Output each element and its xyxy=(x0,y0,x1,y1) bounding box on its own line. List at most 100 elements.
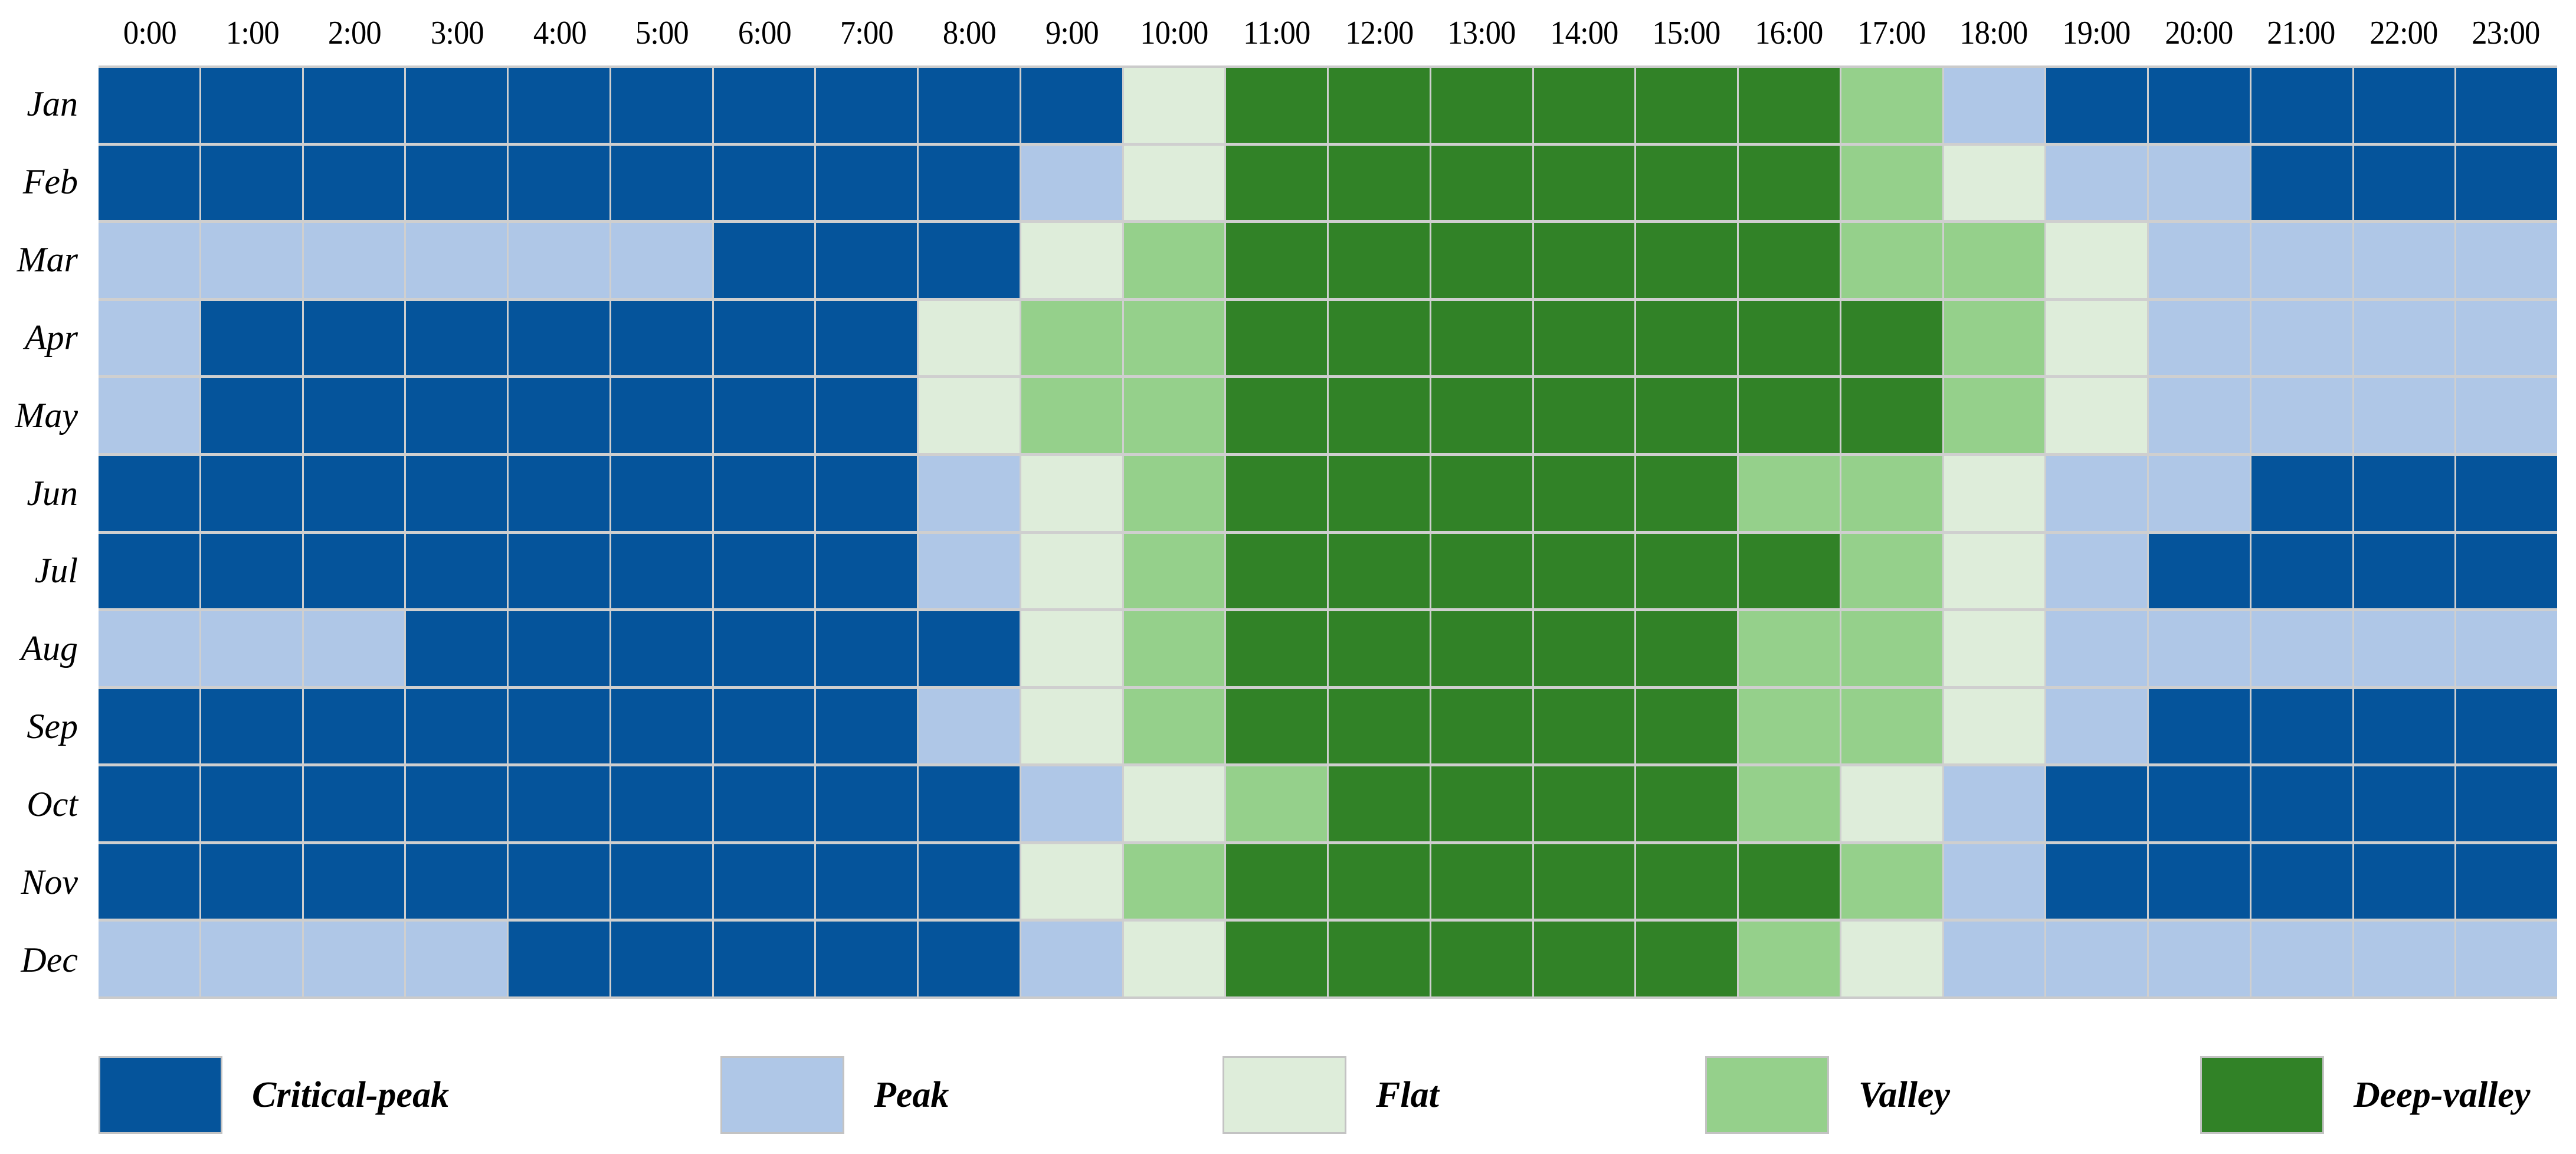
heatmap-cell xyxy=(1021,68,1122,143)
heatmap-cell xyxy=(303,145,405,221)
hour-tick-label: 10:00 xyxy=(1140,15,1208,51)
heatmap-cell xyxy=(1226,844,1327,919)
heatmap-cell xyxy=(2456,611,2557,686)
heatmap-cell xyxy=(713,766,815,841)
heatmap-cell xyxy=(713,223,815,298)
heatmap-cell xyxy=(2456,844,2557,919)
heatmap-cell xyxy=(2251,223,2352,298)
heatmap-cell xyxy=(1636,68,1737,143)
heatmap-cell xyxy=(2354,611,2455,686)
heatmap-cell xyxy=(2149,922,2250,996)
heatmap-cell xyxy=(1431,455,1532,531)
heatmap-cell xyxy=(919,689,1020,764)
heatmap-cell xyxy=(1841,455,1942,531)
month-tick-label: Aug xyxy=(21,629,78,668)
heatmap-cell xyxy=(1329,844,1430,919)
heatmap-cell xyxy=(509,223,609,298)
month-tick-label: Dec xyxy=(21,940,78,979)
heatmap-cell xyxy=(919,145,1020,221)
heatmap-cell xyxy=(2046,844,2147,919)
heatmap-cell xyxy=(919,300,1020,376)
heatmap-cell xyxy=(1944,455,2045,531)
heatmap-cell xyxy=(611,300,712,376)
heatmap-cell xyxy=(303,689,405,764)
heatmap-cell xyxy=(1739,611,1840,686)
heatmap-cell xyxy=(816,223,917,298)
heatmap-cell xyxy=(713,145,815,221)
heatmap-cell xyxy=(713,689,815,764)
heatmap-cell xyxy=(509,378,609,453)
heatmap-cell xyxy=(303,766,405,841)
heatmap-cell xyxy=(713,611,815,686)
heatmap-cell xyxy=(713,68,815,143)
heatmap-cell xyxy=(99,145,199,221)
heatmap-cell xyxy=(406,533,507,609)
legend-label: Valley xyxy=(1859,1074,1950,1115)
heatmap-cell xyxy=(1533,611,1635,686)
heatmap-cell xyxy=(509,533,609,609)
heatmap-cell xyxy=(1021,300,1122,376)
heatmap-cell xyxy=(713,300,815,376)
heatmap-cell xyxy=(509,455,609,531)
month-tick-label: Jun xyxy=(27,473,78,513)
legend-item-valley: Valley xyxy=(1705,1056,1950,1134)
heatmap-cell xyxy=(201,145,302,221)
heatmap-cell xyxy=(1226,145,1327,221)
heatmap-cell xyxy=(1123,611,1225,686)
heatmap-cell xyxy=(2149,223,2250,298)
heatmap-cell xyxy=(2354,844,2455,919)
heatmap-cell xyxy=(2046,223,2147,298)
legend-swatch-valley xyxy=(1705,1056,1829,1134)
heatmap-cell xyxy=(816,455,917,531)
heatmap-cell xyxy=(99,611,199,686)
heatmap-cell xyxy=(2354,689,2455,764)
heatmap-cell xyxy=(99,533,199,609)
heatmap-cell xyxy=(99,378,199,453)
heatmap-cell xyxy=(1739,378,1840,453)
heatmap-cell xyxy=(406,145,507,221)
heatmap-cell xyxy=(2046,300,2147,376)
heatmap-cell xyxy=(1636,378,1737,453)
heatmap-cell xyxy=(611,689,712,764)
heatmap-cell xyxy=(2456,378,2557,453)
heatmap-cell xyxy=(2354,145,2455,221)
heatmap-cell xyxy=(2046,611,2147,686)
heatmap-cell xyxy=(201,533,302,609)
heatmap-cell xyxy=(99,844,199,919)
heatmap-cell xyxy=(1533,922,1635,996)
heatmap-cell xyxy=(1533,844,1635,919)
heatmap-cell xyxy=(1841,766,1942,841)
heatmap-cell xyxy=(2354,300,2455,376)
heatmap-cell xyxy=(1329,145,1430,221)
heatmap-cell xyxy=(1123,145,1225,221)
heatmap-cell xyxy=(1021,689,1122,764)
heatmap-cell xyxy=(1841,145,1942,221)
heatmap-cell xyxy=(1329,533,1430,609)
heatmap-cell xyxy=(816,689,917,764)
heatmap-cell xyxy=(1431,922,1532,996)
heatmap-cell xyxy=(1226,766,1327,841)
month-tick-label: Oct xyxy=(27,784,78,824)
hour-tick-label: 15:00 xyxy=(1652,15,1721,51)
heatmap-cell xyxy=(611,68,712,143)
heatmap-cell xyxy=(1431,378,1532,453)
heatmap-cell xyxy=(406,766,507,841)
legend-item-peak: Peak xyxy=(720,1056,949,1134)
heatmap-cell xyxy=(2456,223,2557,298)
heatmap-cell xyxy=(2251,689,2352,764)
heatmap-cell xyxy=(99,922,199,996)
month-tick-label: Feb xyxy=(22,162,78,202)
hour-tick-label: 20:00 xyxy=(2164,15,2233,51)
heatmap-cell xyxy=(1739,223,1840,298)
heatmap-cell xyxy=(2354,455,2455,531)
heatmap-cell xyxy=(1739,68,1840,143)
heatmap-cell xyxy=(1123,844,1225,919)
hour-tick-label: 9:00 xyxy=(1045,15,1099,51)
heatmap-cell xyxy=(201,922,302,996)
heatmap-cell xyxy=(1431,611,1532,686)
heatmap-cell xyxy=(303,922,405,996)
heatmap-cell xyxy=(2456,455,2557,531)
heatmap-cell xyxy=(99,223,199,298)
heatmap-cell xyxy=(1329,300,1430,376)
heatmap-cell xyxy=(1329,223,1430,298)
